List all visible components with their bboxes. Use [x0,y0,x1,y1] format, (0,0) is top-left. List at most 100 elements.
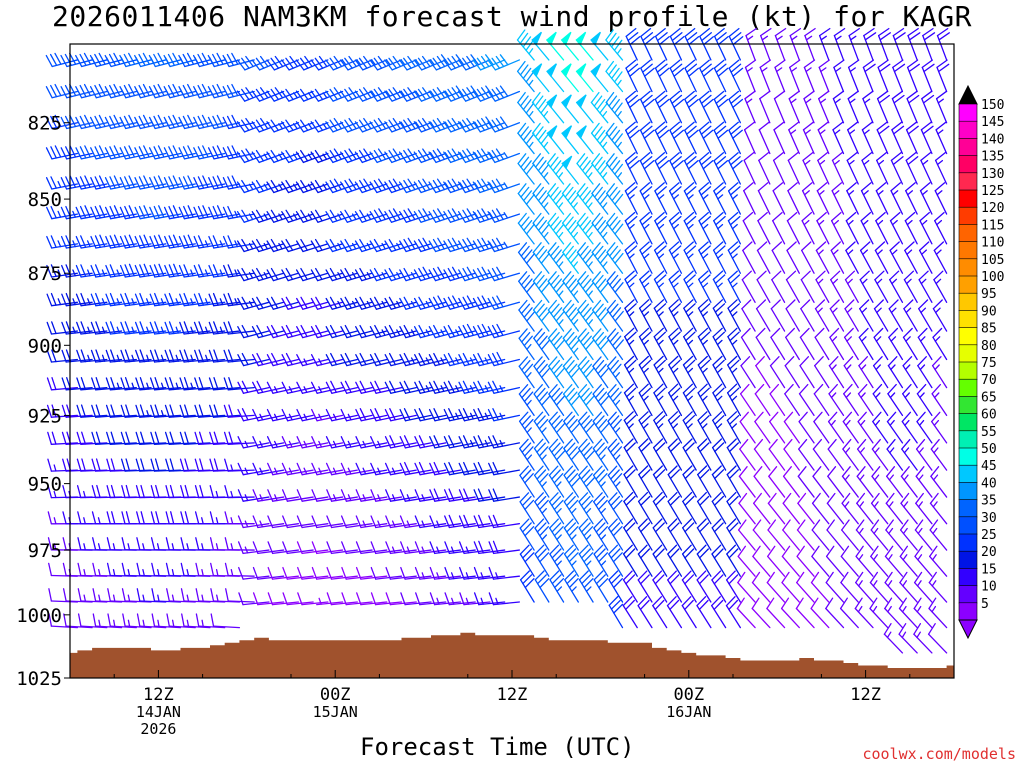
wind-barb [369,267,403,282]
wind-barb [193,205,226,220]
wind-barb [533,328,551,361]
wind-barb [533,356,551,389]
wind-barb [518,411,535,444]
wind-barb [179,349,211,363]
y-tick-label: 975 [28,540,62,562]
wind-barb [801,182,815,215]
wind-barb [728,59,744,93]
wind-barb [902,327,918,361]
wind-barb [699,27,714,61]
wind-barb [487,54,521,71]
wind-barb [296,462,329,476]
wind-barb [830,270,845,303]
wind-barb [75,175,108,190]
wind-barb [914,519,933,551]
wind-barb [104,175,137,190]
wind-barb [726,383,742,417]
wind-barb [577,299,595,332]
wind-barb [854,597,874,629]
wind-barb [933,270,948,303]
wind-barb [76,321,108,335]
wind-barb [473,514,506,529]
wind-barb [743,151,756,185]
wind-barb [738,466,756,498]
wind-barb [756,241,771,274]
wind-barb [713,211,727,245]
wind-barb [827,466,845,498]
wind-barb [739,411,756,444]
y-tick-label: 825 [28,113,62,135]
wind-barb [640,27,655,61]
wind-barb [884,597,904,629]
terrain-fill [70,632,954,678]
wind-barb [267,515,300,529]
wind-barb [812,466,830,498]
wind-barb [637,596,653,629]
wind-barb [517,183,535,215]
colorbar-label: 135 [981,150,1004,165]
wind-barb [164,292,196,307]
x-tick-label: 15JAN [313,703,358,721]
colorbar-swatch [958,602,978,621]
wind-barb [877,59,891,93]
wind-barb [548,492,565,525]
wind-barb [756,270,771,303]
wind-barb [488,514,521,529]
wind-barb [855,571,874,603]
wind-barb [652,596,668,629]
wind-barb [121,588,152,603]
wind-barb [592,328,610,361]
wind-barb [576,183,594,215]
wind-barb [121,562,152,577]
wind-barb [92,562,123,577]
wind-barb [209,537,241,551]
wind-barb [623,491,638,525]
wind-barb [91,404,123,418]
wind-barb [622,544,638,577]
colorbar-label: 15 [981,562,997,577]
wind-barb [92,613,123,629]
colorbar-swatch [958,550,978,570]
wind-barb [591,242,609,274]
colorbar-label: 150 [981,98,1004,113]
y-tick-label: 950 [28,474,62,496]
wind-barb [624,299,638,332]
wind-barb [728,27,744,61]
wind-barb [179,431,211,445]
wind-barb [488,488,521,502]
wind-barb [744,90,756,124]
wind-barb [563,544,579,577]
wind-barb [77,613,108,629]
wind-barb [76,349,108,363]
wind-barb [548,465,565,498]
wind-barb [774,59,786,93]
wind-barb [136,537,167,551]
wind-barb [859,299,874,332]
wind-barb [606,212,624,245]
wind-barb [653,299,668,332]
wind-barb [726,544,742,577]
wind-barb [751,571,771,603]
wind-barb [210,562,241,577]
wind-barb [796,519,815,551]
wind-barb [860,182,874,215]
wind-barb [697,465,712,498]
wind-barb [887,356,904,389]
wind-barb [400,566,432,580]
x-tick-label: 12Z [497,685,528,705]
wind-barb [858,356,874,389]
wind-barb [548,411,566,444]
colorbar-swatch [958,447,978,466]
wind-barb [60,83,93,99]
wind-barb [668,355,683,389]
wind-barb [90,145,123,160]
colorbar-swatch [958,533,978,552]
wind-barb [857,383,874,417]
wind-barb [459,592,491,606]
wind-barb [458,514,491,529]
wind-barb [180,588,211,603]
credit-label[interactable]: coolwx.com/models [862,745,1016,763]
wind-barb [842,411,859,444]
wind-barb [683,299,697,332]
wind-barb [179,404,211,418]
